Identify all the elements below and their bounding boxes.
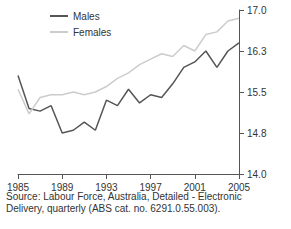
svg-text:Males: Males [73, 11, 100, 22]
svg-text:1985: 1985 [7, 182, 30, 193]
svg-text:14.0: 14.0 [247, 169, 267, 180]
svg-text:17.0: 17.0 [247, 5, 267, 16]
svg-text:1989: 1989 [51, 182, 74, 193]
svg-text:Source: Labour Force, Australi: Source: Labour Force, Australia, Detaile… [6, 191, 244, 202]
svg-text:2001: 2001 [184, 182, 207, 193]
svg-text:Females: Females [73, 27, 111, 38]
svg-text:15.5: 15.5 [247, 87, 267, 98]
svg-text:1997: 1997 [139, 182, 162, 193]
svg-text:14.8: 14.8 [247, 128, 267, 139]
svg-text:16.3: 16.3 [247, 46, 267, 57]
svg-text:2005: 2005 [228, 182, 251, 193]
svg-text:1993: 1993 [95, 182, 118, 193]
svg-text:Delivery, quarterly (ABS cat.: Delivery, quarterly (ABS cat. no. 6291.0… [6, 203, 220, 214]
